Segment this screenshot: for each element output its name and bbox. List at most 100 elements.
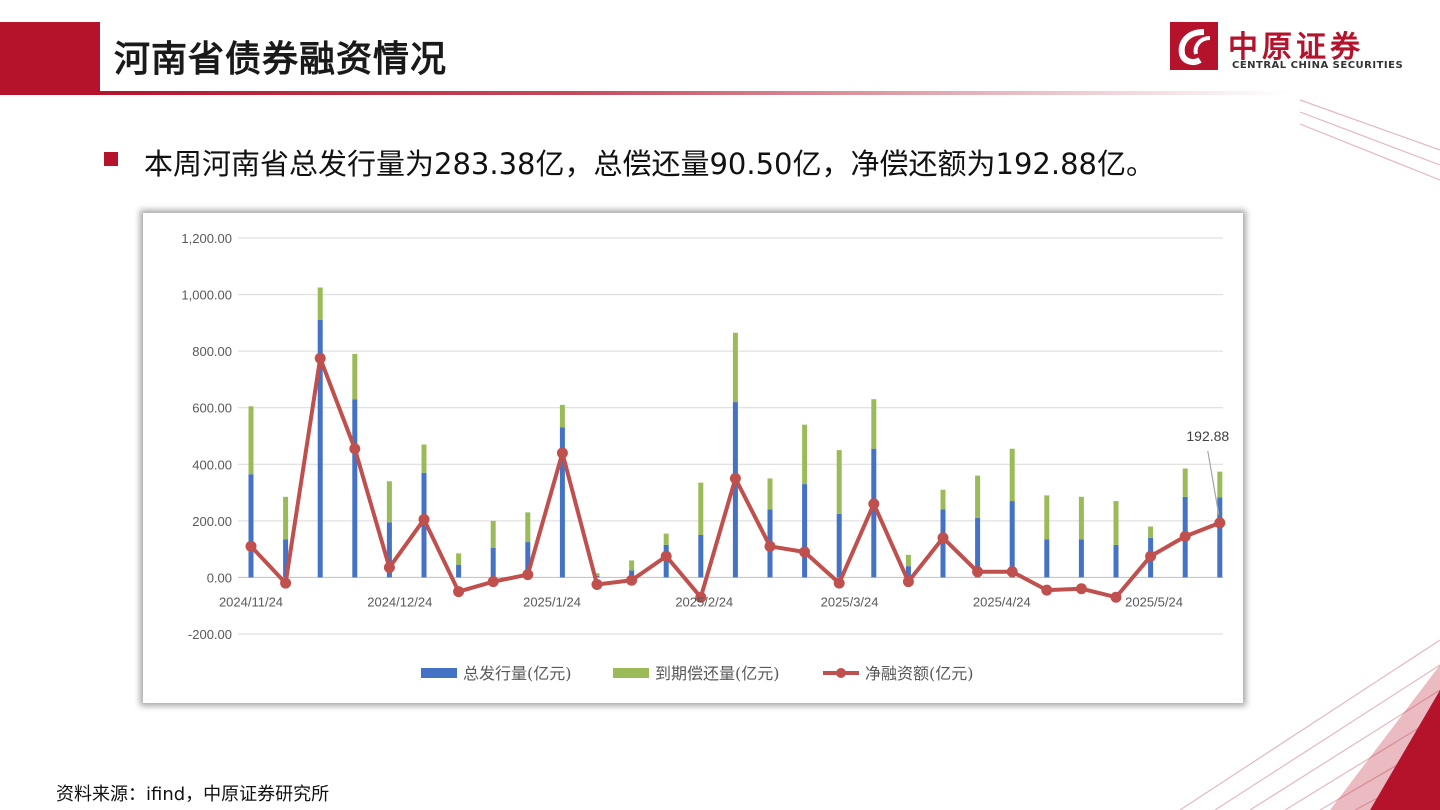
- page-title: 河南省债券融资情况: [114, 39, 448, 80]
- net-financing-point: [245, 540, 257, 552]
- bar-repayment: [1044, 495, 1050, 540]
- bar-issuance: [456, 564, 462, 578]
- x-tick-label: 2025/5/24: [1125, 594, 1183, 609]
- bar-repayment: [1182, 468, 1188, 497]
- bar-issuance: [490, 547, 496, 578]
- bar-issuance: [559, 427, 565, 578]
- bar-repayment: [490, 520, 496, 548]
- legend-label: 净融资额(亿元): [865, 664, 974, 683]
- bar-issuance: [698, 535, 704, 578]
- net-financing-point: [1075, 583, 1087, 595]
- bar-repayment: [386, 481, 392, 523]
- bar-repayment: [836, 450, 842, 514]
- bar-repayment: [456, 553, 462, 565]
- y-tick-label: 400.00: [192, 457, 232, 472]
- net-financing-point: [799, 546, 811, 558]
- x-tick-label: 2025/1/24: [523, 594, 581, 609]
- bar-repayment: [559, 404, 565, 428]
- y-tick-label: 800.00: [192, 344, 232, 359]
- bar-issuance: [248, 474, 254, 578]
- net-financing-point: [556, 447, 568, 459]
- logo-english-name: CENTRAL CHINA SECURITIES: [1232, 60, 1404, 71]
- x-tick-label: 2025/2/24: [675, 594, 733, 609]
- net-financing-point: [902, 576, 914, 588]
- title-underline: [100, 91, 1290, 95]
- bar-issuance: [1009, 501, 1015, 578]
- y-tick-label: 200.00: [192, 514, 232, 529]
- bullet-square: [104, 152, 118, 166]
- bar-repayment: [525, 512, 531, 543]
- bar-repayment: [767, 478, 773, 510]
- y-tick-label: -200.00: [188, 627, 232, 642]
- legend-swatch-bar: [613, 668, 649, 678]
- bar-issuance: [1113, 544, 1119, 578]
- net-financing-point: [626, 574, 638, 586]
- y-tick-label: 0.00: [207, 570, 232, 585]
- net-financing-point: [937, 532, 949, 544]
- legend-label: 到期偿还量(亿元): [655, 664, 780, 683]
- bond-financing-chart: 1,200.00 1,000.00 800.00 600.00 400.00 200.00…: [181, 231, 1229, 683]
- bar-issuance: [940, 509, 946, 578]
- net-financing-point: [868, 498, 880, 510]
- bar-issuance: [386, 522, 392, 578]
- bar-repayment: [1217, 471, 1223, 498]
- net-financing-point: [1110, 591, 1122, 603]
- net-financing-point: [522, 569, 534, 581]
- net-financing-point: [1041, 584, 1053, 596]
- bar-issuance: [732, 402, 738, 578]
- bar-issuance: [283, 539, 289, 578]
- logo-chinese-name: 中原证券: [1228, 30, 1364, 65]
- x-tick-label: 2025/4/24: [973, 594, 1031, 609]
- net-financing-point: [729, 472, 741, 484]
- bar-issuance: [836, 513, 842, 578]
- bar-repayment: [629, 560, 635, 571]
- bar-repayment: [975, 475, 981, 519]
- net-financing-point: [764, 540, 776, 552]
- bar-repayment: [248, 406, 254, 475]
- title-accent-bar: [0, 22, 100, 95]
- bar-repayment: [1009, 448, 1015, 502]
- net-financing-point: [660, 550, 672, 562]
- bar-repayment: [594, 573, 600, 577]
- bar-issuance: [352, 399, 358, 578]
- net-financing-point: [1214, 517, 1226, 529]
- bar-repayment: [663, 533, 669, 545]
- logo-mark-icon: [1170, 22, 1218, 70]
- source-note: 资料来源：ifind，中原证券研究所: [56, 784, 330, 805]
- net-financing-point: [1145, 550, 1157, 562]
- bar-repayment: [1078, 496, 1084, 540]
- bar-repayment: [1148, 526, 1154, 538]
- net-financing-point: [314, 352, 326, 364]
- bar-issuance: [1217, 497, 1223, 578]
- net-financing-point: [349, 443, 361, 455]
- bar-issuance: [629, 570, 635, 578]
- x-tick-label: 2024/11/24: [219, 594, 283, 609]
- bar-repayment: [905, 554, 911, 567]
- bar-issuance: [802, 484, 808, 578]
- net-financing-point: [418, 513, 430, 525]
- bar-repayment: [732, 332, 738, 403]
- bar-issuance: [975, 518, 981, 578]
- y-tick-label: 1,000.00: [181, 288, 232, 303]
- net-financing-point: [383, 562, 395, 574]
- annotation-leader: [1207, 450, 1220, 515]
- bar-issuance: [421, 472, 427, 578]
- bar-issuance: [525, 542, 531, 578]
- bar-repayment: [352, 353, 358, 400]
- annotation-label: 192.88: [1186, 428, 1229, 444]
- bar-repayment: [940, 489, 946, 510]
- net-financing-point: [487, 576, 499, 588]
- net-financing-point: [453, 586, 465, 598]
- bar-issuance: [905, 566, 911, 578]
- bar-repayment: [871, 399, 877, 449]
- bar-issuance: [1078, 539, 1084, 578]
- bar-repayment: [802, 424, 808, 485]
- bar-issuance: [317, 320, 323, 578]
- bar-issuance: [871, 448, 877, 578]
- bar-repayment: [283, 496, 289, 540]
- legend-swatch-point: [836, 668, 846, 678]
- net-financing-point: [280, 577, 292, 589]
- net-financing-point: [972, 566, 984, 578]
- bar-issuance: [1044, 539, 1050, 578]
